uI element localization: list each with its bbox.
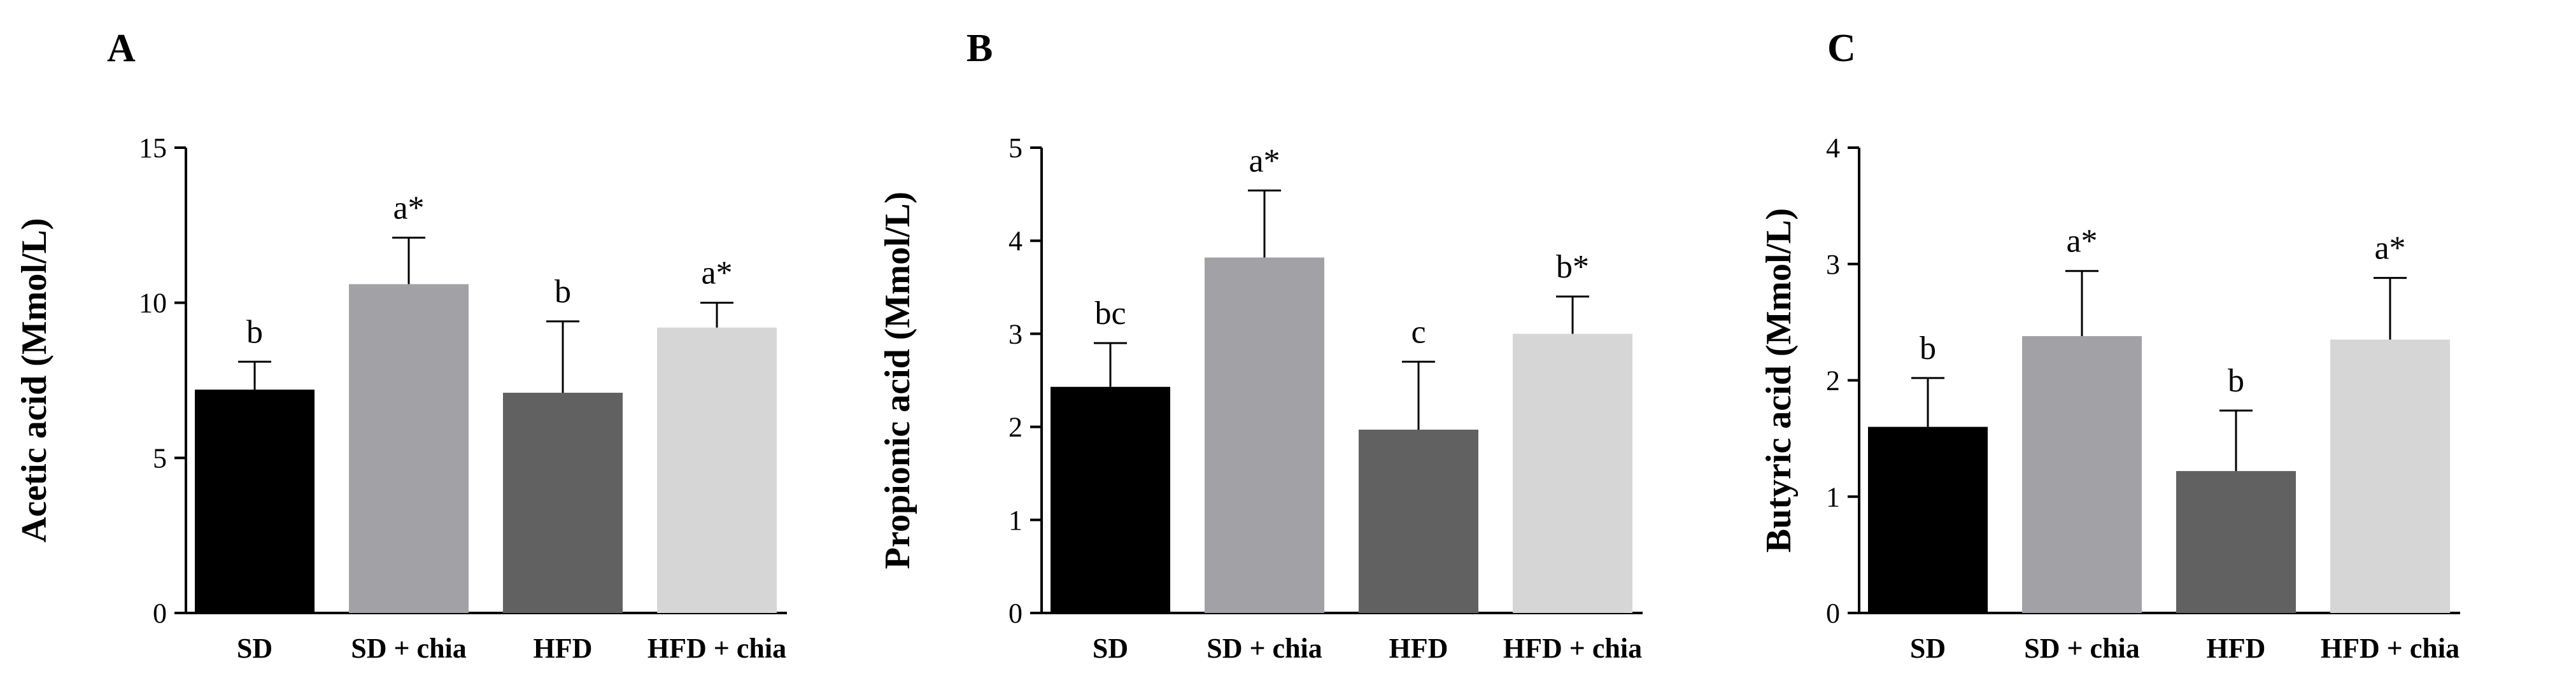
y-tick-label: 15 xyxy=(139,132,167,164)
panel-a: A Acetic acid (Mmol/L) 0 5 10 15 b SD a* SD + chi… xyxy=(15,27,787,664)
y-tick-label: 3 xyxy=(1826,249,1840,280)
x-tick-label: HFD xyxy=(1389,633,1448,664)
y-tick-label: 5 xyxy=(153,442,167,474)
panel-letter: C xyxy=(1827,27,1856,70)
x-tick-label: SD + chia xyxy=(2024,633,2140,664)
significance-label: bc xyxy=(1094,295,1126,332)
significance-label: a* xyxy=(701,255,732,292)
bar-hfd-chia xyxy=(2330,339,2450,613)
y-tick-label: 4 xyxy=(1008,225,1023,257)
y-tick-label: 10 xyxy=(139,288,167,319)
panel-c: C Butyric acid (Mmol/L) 0 1 2 3 4 b SD a* SD + chi… xyxy=(1759,27,2460,664)
bar-hfd-chia xyxy=(1513,334,1632,613)
x-tick-label: SD + chia xyxy=(1207,633,1322,664)
bar-sd-chia xyxy=(349,284,469,614)
x-tick-label: SD xyxy=(1093,633,1128,664)
significance-label: b xyxy=(2228,363,2244,399)
bar-hfd xyxy=(503,392,623,613)
significance-label: a* xyxy=(1249,143,1280,179)
bar-sd xyxy=(195,390,315,613)
x-tick-label: HFD + chia xyxy=(648,633,786,664)
y-tick-label: 2 xyxy=(1826,365,1840,397)
bar-sd xyxy=(1868,426,1988,613)
x-tick-label: SD xyxy=(237,633,272,664)
x-tick-label: SD + chia xyxy=(351,633,467,664)
significance-label: b* xyxy=(1556,249,1589,285)
y-tick-label: 3 xyxy=(1008,318,1023,349)
panel-b: B Propionic acid (Mmol/L) 0 1 2 3 4 5 bc SD a* SD +… xyxy=(878,27,1643,664)
x-tick-label: HFD + chia xyxy=(2321,633,2459,664)
panel-letter: B xyxy=(966,27,993,70)
y-tick-label: 0 xyxy=(1008,598,1023,629)
x-tick-label: HFD + chia xyxy=(1503,633,1642,664)
y-tick-label: 0 xyxy=(153,598,167,629)
x-tick-label: SD xyxy=(1910,633,1946,664)
significance-label: b xyxy=(246,314,263,350)
bar-sd xyxy=(1051,386,1170,613)
significance-label: a* xyxy=(2066,223,2097,260)
y-axis-label: Acetic acid (Mmol/L) xyxy=(15,218,54,542)
significance-label: c xyxy=(1411,314,1426,350)
bar-sd-chia xyxy=(2022,336,2142,613)
significance-label: b xyxy=(555,274,571,310)
y-tick-label: 4 xyxy=(1826,132,1840,164)
y-axis-label: Butyric acid (Mmol/L) xyxy=(1759,208,1799,553)
significance-label: a* xyxy=(2374,230,2405,267)
bar-hfd xyxy=(2176,471,2296,613)
y-tick-label: 2 xyxy=(1008,412,1023,443)
y-tick-label: 0 xyxy=(1826,598,1840,629)
y-tick-label: 5 xyxy=(1008,132,1023,164)
bar-hfd-chia xyxy=(657,327,777,613)
y-tick-label: 1 xyxy=(1008,505,1023,536)
significance-label: b xyxy=(1920,330,1936,367)
significance-label: a* xyxy=(393,190,424,226)
x-tick-label: HFD xyxy=(2207,633,2266,664)
panel-letter: A xyxy=(107,27,136,70)
y-tick-label: 1 xyxy=(1826,481,1840,512)
bar-hfd xyxy=(1359,429,1478,613)
y-axis-label: Propionic acid (Mmol/L) xyxy=(878,192,917,569)
x-tick-label: HFD xyxy=(534,633,593,664)
bar-sd-chia xyxy=(1205,257,1324,613)
